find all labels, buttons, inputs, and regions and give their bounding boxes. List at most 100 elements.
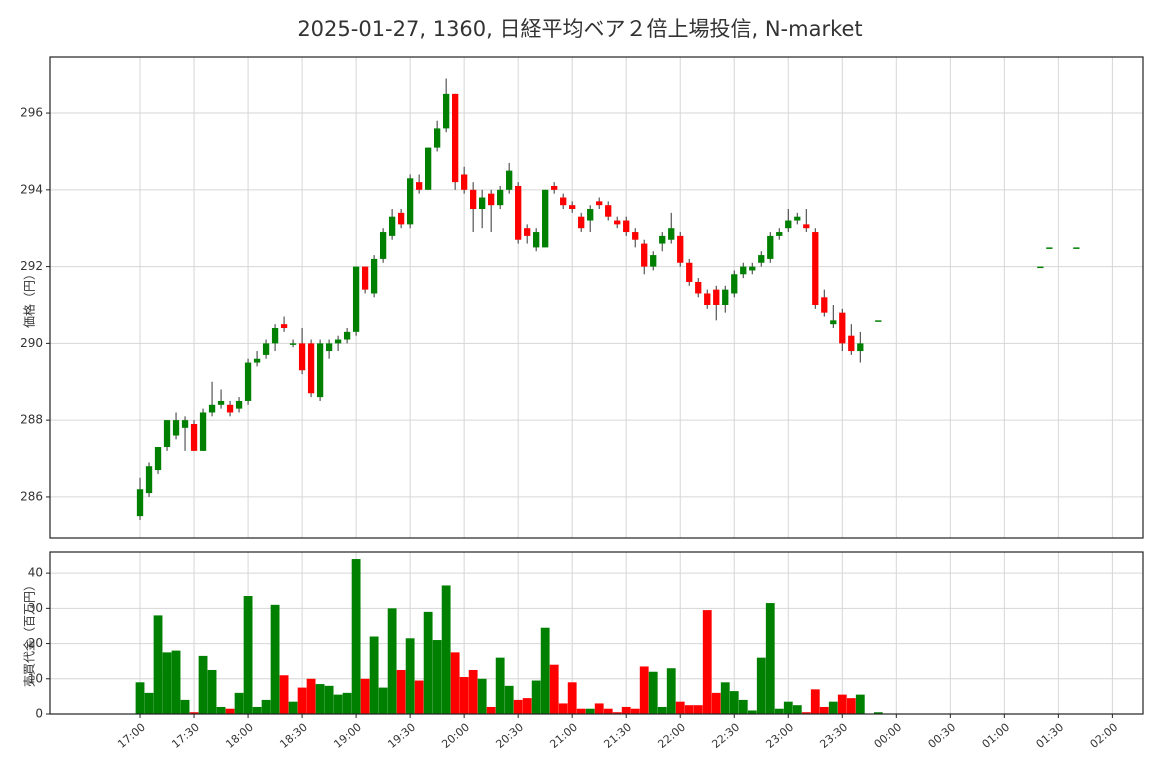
candle-body xyxy=(839,312,846,344)
candle-body xyxy=(803,224,810,229)
volume-bar xyxy=(423,611,433,714)
y-tick-label: 0 xyxy=(35,707,43,721)
candle-body xyxy=(334,339,342,344)
volume-bar xyxy=(783,701,793,714)
x-tick-label: 19:30 xyxy=(385,721,418,751)
candle-body xyxy=(596,201,603,206)
volume-bar xyxy=(405,638,415,714)
volume-bar xyxy=(684,705,694,714)
volume-bar xyxy=(558,703,568,714)
volume-bar xyxy=(486,706,496,714)
volume-bar xyxy=(675,701,685,714)
candle-body xyxy=(271,328,279,344)
volume-bar xyxy=(387,608,397,714)
y-tick-label: 286 xyxy=(20,489,43,503)
candle-body xyxy=(388,216,396,236)
candle-body xyxy=(298,343,306,371)
volume-bar xyxy=(333,694,343,714)
candle-body xyxy=(163,420,171,448)
candle-body xyxy=(623,220,630,233)
volume-bar xyxy=(594,703,604,714)
x-tick-label: 17:30 xyxy=(169,721,202,751)
candle-body xyxy=(515,185,522,240)
volume-bar xyxy=(540,627,550,714)
candle-body xyxy=(172,420,180,436)
volume-bar xyxy=(612,712,622,714)
volume-bar xyxy=(774,708,784,714)
candle-body xyxy=(479,197,486,210)
volume-bar xyxy=(837,694,847,714)
candle-body xyxy=(352,266,360,332)
volume-bar xyxy=(342,692,352,714)
volume-bar xyxy=(225,708,235,714)
volume-bar xyxy=(288,701,298,714)
candle-body xyxy=(145,466,153,494)
volume-bar xyxy=(432,640,442,714)
x-tick-label: 22:00 xyxy=(655,721,688,751)
volume-bar xyxy=(171,650,181,714)
volume-bar xyxy=(180,699,190,714)
candle-body xyxy=(533,232,540,248)
candle-body xyxy=(821,297,828,313)
candle-body xyxy=(325,343,333,352)
volume-bar xyxy=(468,669,478,714)
volume-bar xyxy=(252,706,262,714)
x-tick-label: 18:30 xyxy=(277,721,310,751)
candle-body xyxy=(289,343,297,345)
volume-bar xyxy=(351,559,361,714)
volume-bar xyxy=(702,610,712,714)
y-tick-label: 10 xyxy=(28,671,43,685)
candle-body xyxy=(875,320,882,322)
candle-body xyxy=(415,182,423,190)
volume-bar xyxy=(360,678,370,714)
volume-bar xyxy=(765,603,775,714)
x-tick-label: 20:30 xyxy=(493,721,526,751)
volume-bar xyxy=(828,701,838,714)
candle-body xyxy=(217,400,225,405)
candle-body xyxy=(244,362,252,401)
volume-bar xyxy=(135,682,145,714)
volume-bar xyxy=(450,652,460,714)
candle-body xyxy=(488,193,495,206)
volume-bar xyxy=(279,675,289,714)
candle-body xyxy=(379,232,387,259)
x-tick-label: 01:30 xyxy=(1034,721,1067,751)
candle-body xyxy=(253,358,261,363)
y-tick-label: 296 xyxy=(20,106,43,120)
candle-body xyxy=(695,281,702,294)
candle-body xyxy=(406,178,414,225)
candle-body xyxy=(659,235,666,244)
x-tick-label: 00:30 xyxy=(926,721,959,751)
candle-body xyxy=(361,266,369,290)
volume-bar xyxy=(693,705,703,714)
volume-bar xyxy=(324,685,334,714)
candle-body xyxy=(154,447,162,471)
volume-bar xyxy=(666,668,676,714)
candle-body xyxy=(776,232,783,236)
volume-bar xyxy=(153,615,163,714)
volume-bar xyxy=(306,678,316,714)
volume-bar xyxy=(855,694,865,714)
candle-body xyxy=(722,289,729,305)
volume-bar xyxy=(711,692,721,714)
candle-body xyxy=(524,228,531,236)
candle-body xyxy=(280,324,288,329)
x-tick-label: 01:00 xyxy=(980,721,1013,751)
volume-bar xyxy=(216,706,226,714)
candle-body xyxy=(1073,247,1080,249)
candle-body xyxy=(749,266,756,271)
x-tick-label: 21:30 xyxy=(601,721,634,751)
x-tick-label: 21:00 xyxy=(547,721,580,751)
candle-body xyxy=(677,235,684,263)
candle-body xyxy=(605,205,612,217)
volume-bar xyxy=(495,657,505,714)
volume-bar xyxy=(630,708,640,714)
volume-bar xyxy=(189,712,199,714)
volume-bar xyxy=(720,682,730,714)
candle-body xyxy=(190,423,198,451)
volume-bar xyxy=(756,657,766,714)
candle-body xyxy=(668,228,675,240)
candle-body xyxy=(397,212,405,225)
volume-bar xyxy=(144,692,154,714)
volume-bar xyxy=(477,678,487,714)
